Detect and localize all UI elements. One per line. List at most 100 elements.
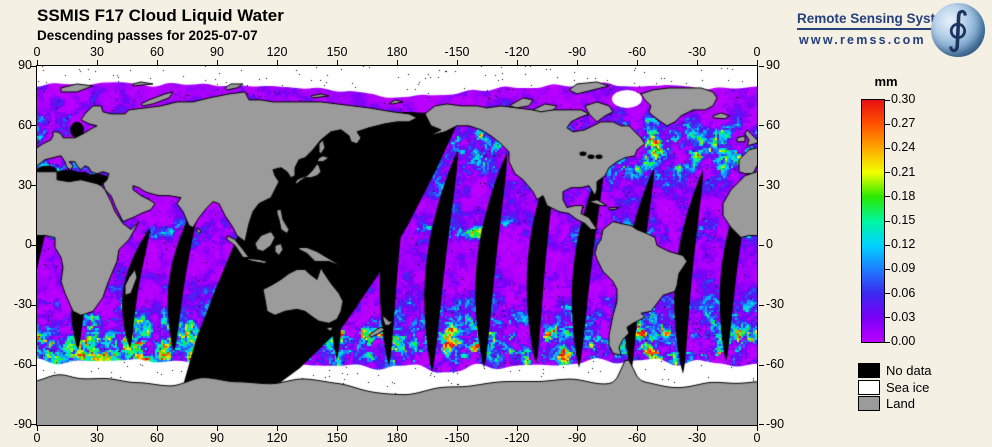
lon-tick-label-bottom: 120 bbox=[266, 431, 288, 445]
legend-item: No data bbox=[858, 363, 932, 378]
lat-tick-left bbox=[31, 364, 36, 366]
lat-tick-left bbox=[31, 304, 36, 306]
lon-tick-bottom bbox=[337, 426, 338, 431]
lon-tick-label-bottom: -60 bbox=[627, 431, 647, 445]
lat-tick-label-right: -60 bbox=[766, 357, 785, 372]
lat-tick-label-right: 0 bbox=[766, 237, 773, 252]
lon-tick-label-bottom: 60 bbox=[150, 431, 164, 445]
lon-tick-label-top: 150 bbox=[326, 45, 348, 59]
lat-tick-right bbox=[759, 244, 764, 246]
colorbar-tick-label: 0.18 bbox=[891, 188, 916, 203]
lon-tick-label-top: -90 bbox=[567, 45, 587, 59]
legend-swatch bbox=[858, 363, 880, 378]
colorbar-tick bbox=[884, 220, 890, 222]
colorbar-unit-label: mm bbox=[874, 74, 898, 89]
lon-tick-label-top: 60 bbox=[150, 45, 164, 59]
lat-tick-left bbox=[31, 244, 36, 246]
remss-website-link[interactable]: www.remss.com bbox=[799, 33, 926, 47]
colorbar-tick-label: 0.09 bbox=[891, 261, 916, 276]
world-map-canvas bbox=[36, 65, 758, 426]
lon-tick-label-top: 90 bbox=[210, 45, 224, 59]
colorbar-tick bbox=[884, 317, 890, 319]
lon-tick-top bbox=[697, 60, 698, 65]
lon-tick-label-top: 0 bbox=[33, 45, 41, 59]
lon-tick-label-top: -150 bbox=[444, 45, 470, 59]
lat-tick-right bbox=[759, 125, 764, 127]
lon-tick-label-top: 120 bbox=[266, 45, 288, 59]
lat-tick-label-right: 90 bbox=[766, 58, 780, 72]
colorbar-tick bbox=[884, 268, 890, 270]
lat-tick-label-right: -90 bbox=[766, 416, 785, 431]
lon-tick-bottom bbox=[277, 426, 278, 431]
lon-tick-top bbox=[97, 60, 98, 65]
colorbar-tick-label: 0.30 bbox=[891, 92, 916, 106]
lon-tick-label-bottom: 90 bbox=[210, 431, 224, 445]
lon-tick-top bbox=[217, 60, 218, 65]
lat-tick-right bbox=[759, 65, 764, 67]
lon-tick-label-bottom: 30 bbox=[90, 431, 104, 445]
lon-tick-label-bottom: -120 bbox=[504, 431, 530, 445]
legend-label: Land bbox=[886, 396, 915, 411]
lon-tick-label-bottom: -90 bbox=[567, 431, 587, 445]
lat-tick-right bbox=[759, 304, 764, 306]
lat-tick-right bbox=[759, 424, 764, 426]
lat-tick-label-right: -30 bbox=[766, 297, 785, 312]
lon-tick-top bbox=[157, 60, 158, 65]
colorbar-tick-label: 0.21 bbox=[891, 164, 916, 179]
lon-tick-bottom bbox=[637, 426, 638, 431]
colorbar-tick bbox=[884, 293, 890, 295]
lon-tick-bottom bbox=[157, 426, 158, 431]
lat-tick-left bbox=[31, 185, 36, 187]
legend-swatch bbox=[858, 396, 880, 411]
colorbar-tick-label: 0.24 bbox=[891, 140, 916, 155]
colorbar-tick bbox=[884, 341, 890, 343]
lon-tick-label-bottom: 150 bbox=[326, 431, 348, 445]
lon-tick-top bbox=[397, 60, 398, 65]
lon-tick-label-bottom: -30 bbox=[687, 431, 707, 445]
lon-tick-bottom bbox=[577, 426, 578, 431]
lat-tick-label-left: 60 bbox=[18, 117, 32, 132]
colorbar-tick bbox=[884, 172, 890, 174]
lon-tick-bottom bbox=[517, 426, 518, 431]
lon-tick-bottom bbox=[97, 426, 98, 431]
lon-tick-label-bottom: 0 bbox=[753, 431, 761, 445]
remss-logo-name: Remote Sensing Systems bbox=[797, 11, 963, 30]
colorbar-tick bbox=[884, 244, 890, 246]
lat-tick-label-right: 60 bbox=[766, 117, 780, 132]
lon-tick-label-top: 180 bbox=[386, 45, 408, 59]
lon-tick-bottom bbox=[397, 426, 398, 431]
lon-tick-top bbox=[577, 60, 578, 65]
colorbar-tick-label: 0.27 bbox=[891, 116, 916, 131]
colorbar-tick-label: 0.12 bbox=[891, 237, 916, 252]
lat-tick-left bbox=[31, 125, 36, 127]
legend-item: Land bbox=[858, 396, 915, 411]
lat-tick-label-left: 30 bbox=[18, 177, 32, 192]
lon-tick-top bbox=[637, 60, 638, 65]
lat-tick-label-left: -90 bbox=[13, 416, 32, 431]
lat-tick-left bbox=[31, 424, 36, 426]
lon-tick-top bbox=[517, 60, 518, 65]
colorbar-gradient bbox=[861, 99, 885, 343]
legend-item: Sea ice bbox=[858, 379, 930, 395]
lat-tick-label-left: -30 bbox=[13, 297, 32, 312]
legend-swatch bbox=[858, 379, 880, 395]
lon-tick-label-top: 0 bbox=[753, 45, 761, 59]
colorbar-tick bbox=[884, 196, 890, 198]
legend-label: Sea ice bbox=[886, 379, 930, 395]
integral-glyph: ∮ bbox=[946, 3, 970, 54]
colorbar-tick-label: 0.03 bbox=[891, 309, 916, 324]
colorbar-tick-label: 0.15 bbox=[891, 213, 916, 227]
lon-tick-top bbox=[37, 60, 38, 65]
page-title: SSMIS F17 Cloud Liquid Water bbox=[37, 6, 284, 25]
remss-globe-icon: ∮ bbox=[931, 3, 985, 57]
lat-tick-left bbox=[31, 65, 36, 67]
lon-tick-top bbox=[277, 60, 278, 65]
colorbar-tick bbox=[884, 123, 890, 125]
lon-tick-label-bottom: -150 bbox=[444, 431, 470, 445]
colorbar-tick-label: 0.06 bbox=[891, 285, 916, 300]
lon-tick-top bbox=[337, 60, 338, 65]
lon-tick-label-bottom: 180 bbox=[386, 431, 408, 445]
lon-tick-label-top: -120 bbox=[504, 45, 530, 59]
lon-tick-bottom bbox=[757, 426, 758, 431]
